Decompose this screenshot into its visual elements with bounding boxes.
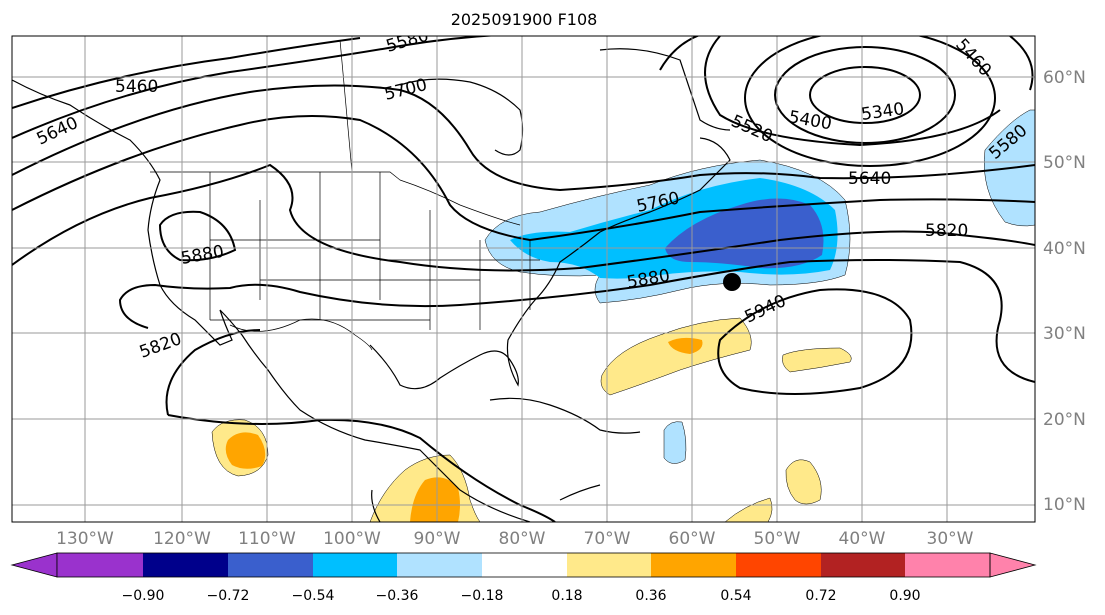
contour-label: 5580 xyxy=(384,26,431,57)
colorbar-extend-high xyxy=(989,552,1037,578)
colorbar-bin xyxy=(57,553,143,577)
colorbar-bin xyxy=(905,553,990,577)
contour-label: 5520 xyxy=(728,111,776,147)
contour-label: 5640 xyxy=(848,169,891,189)
contour-label: 5820 xyxy=(925,221,968,241)
contour-label: 5880 xyxy=(179,242,225,269)
longitude-labels: 130°W 120°W 110°W 100°W 90°W 80°W 70°W 6… xyxy=(56,529,974,549)
lon-label: 120°W xyxy=(153,529,211,549)
colorbar-bin xyxy=(313,553,397,577)
colorbar-bin xyxy=(397,553,482,577)
lon-label: 70°W xyxy=(584,529,631,549)
lon-label: 40°W xyxy=(839,529,886,549)
colorbar-bin xyxy=(651,553,736,577)
lat-label: 30°N xyxy=(1043,324,1086,344)
colorbar-extend-low xyxy=(10,552,58,578)
lat-label: 20°N xyxy=(1043,410,1086,430)
contour-label: 5340 xyxy=(860,99,906,125)
lat-label: 60°N xyxy=(1043,68,1086,88)
colorbar-bin xyxy=(228,553,313,577)
colorbar-bin xyxy=(821,553,905,577)
shade-pos-mid xyxy=(668,337,703,354)
storm-center-marker xyxy=(723,273,741,291)
lon-label: 60°W xyxy=(669,529,716,549)
political-borders xyxy=(150,39,540,351)
lon-label: 110°W xyxy=(238,529,296,549)
map-panel: 5580 5700 5460 5520 5640 5400 5340 5460 … xyxy=(12,26,1035,522)
lon-label: 80°W xyxy=(499,529,546,549)
shade-pos-light xyxy=(600,317,752,396)
contour-label: 5940 xyxy=(742,291,790,327)
lat-label: 10°N xyxy=(1043,495,1086,515)
lon-label: 90°W xyxy=(414,529,461,549)
lat-label: 50°N xyxy=(1043,153,1086,173)
figure-title: 2025091900 F108 xyxy=(451,10,598,29)
contour-label: 5700 xyxy=(382,75,429,105)
colorbar: −0.90 −0.72 −0.54 −0.36 −0.18 0.18 0.36 … xyxy=(10,552,1037,604)
lon-label: 130°W xyxy=(56,529,114,549)
colorbar-tick: 0.72 xyxy=(805,588,836,604)
colorbar-tick: 0.36 xyxy=(635,588,666,604)
contour-label: 5400 xyxy=(787,107,833,134)
lat-label: 40°N xyxy=(1043,239,1086,259)
colorbar-tick: 0.54 xyxy=(720,588,751,604)
lon-label: 30°W xyxy=(927,529,974,549)
map-frame xyxy=(11,35,1036,523)
contour-label: 5820 xyxy=(137,329,184,363)
colorbar-bin xyxy=(482,553,567,577)
contour-label: 5460 xyxy=(115,77,158,97)
colorbar-tick: 0.90 xyxy=(889,588,920,604)
graticule xyxy=(12,36,1035,522)
colorbar-tick: −0.54 xyxy=(292,588,335,604)
colorbar-tick: −0.72 xyxy=(207,588,250,604)
colorbar-tick: 0.18 xyxy=(551,588,582,604)
colorbar-bin xyxy=(736,553,821,577)
colorbar-bin xyxy=(567,553,651,577)
colorbar-tick: −0.18 xyxy=(461,588,504,604)
colorbar-bin xyxy=(143,553,228,577)
colorbar-tick: −0.36 xyxy=(376,588,419,604)
colorbar-tick: −0.90 xyxy=(122,588,165,604)
contour-label: 5460 xyxy=(951,35,995,81)
latitude-labels: 60°N 50°N 40°N 30°N 20°N 10°N xyxy=(1043,68,1086,515)
lon-label: 100°W xyxy=(323,529,381,549)
lon-label: 50°W xyxy=(754,529,801,549)
